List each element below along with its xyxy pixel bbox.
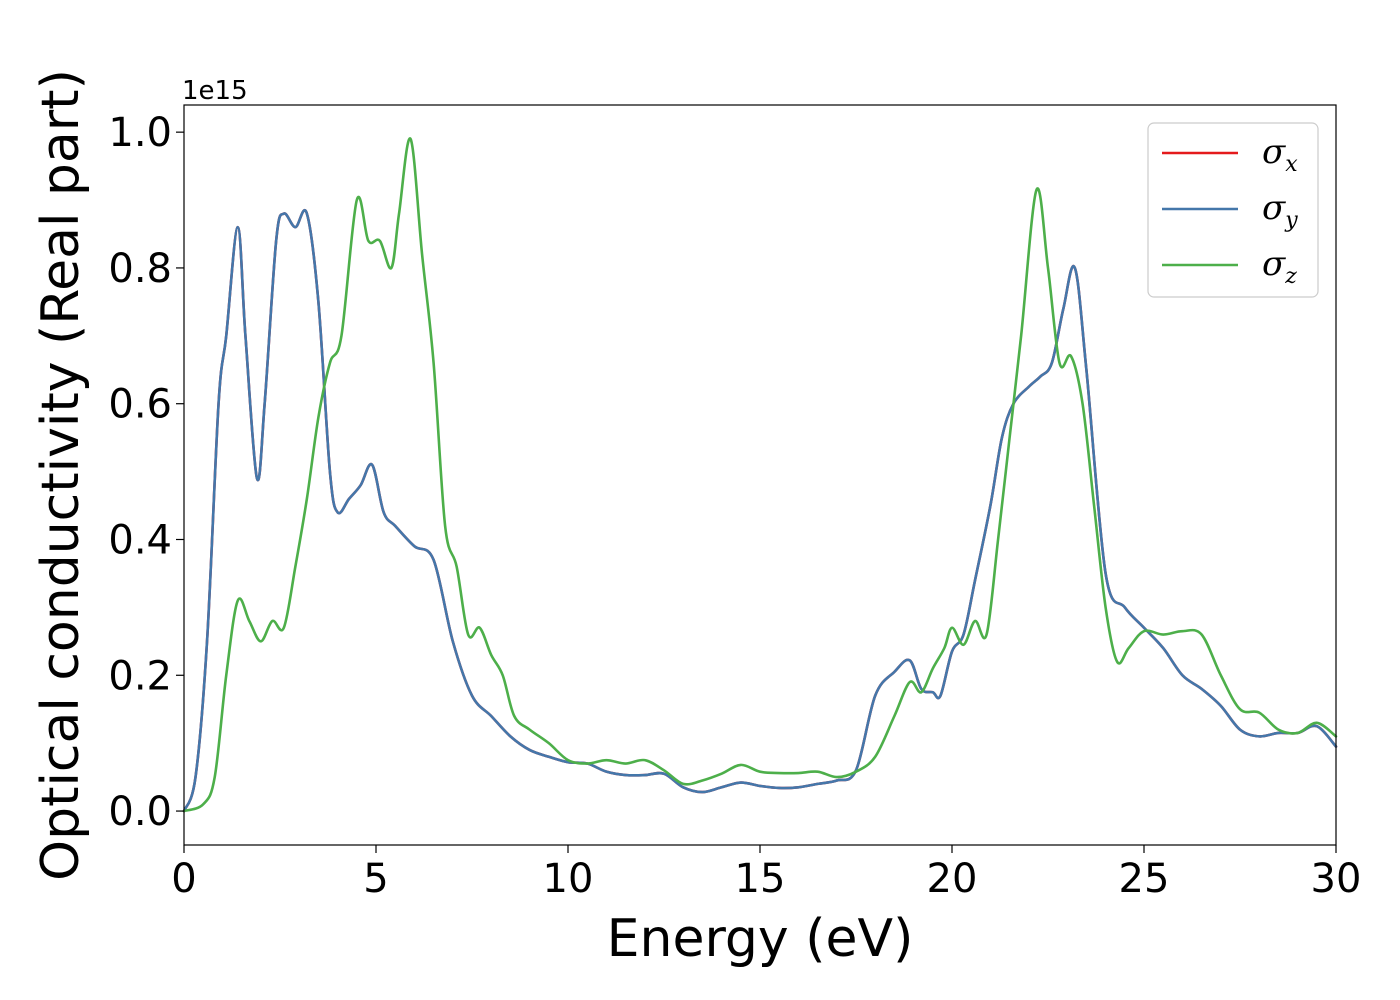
series-line-x [182,209,1338,813]
y-tick-label: 1.0 [108,110,172,156]
series-line-y [182,209,1338,813]
x-tick-label: 5 [363,856,388,902]
x-tick-label: 15 [735,856,786,902]
series-line-z [182,137,1338,813]
y-tick-label: 0.2 [108,653,172,699]
y-axis-title: Optical conductivity (Real part) [31,69,91,881]
y-axis: 0.0 0.2 0.4 0.6 0.8 1.0 [108,110,184,835]
x-tick-label: 10 [543,856,594,902]
y-tick-label: 0.8 [108,246,172,292]
legend-label-y: σy [1262,188,1298,233]
x-tick-label: 25 [1119,856,1170,902]
y-offset-label: 1e15 [182,76,248,106]
legend-label-z: σz [1262,244,1297,289]
x-tick-label: 20 [927,856,978,902]
x-axis: 0 5 10 15 20 25 30 [171,845,1361,902]
x-axis-title: Energy (eV) [607,909,914,969]
y-tick-label: 0.0 [108,789,172,835]
legend-label-x: σx [1262,132,1298,177]
legend: σx σy σz [1147,122,1319,298]
y-tick-label: 0.4 [108,517,172,563]
x-tick-label: 30 [1311,856,1362,902]
y-tick-label: 0.6 [108,382,172,428]
x-tick-label: 0 [171,856,196,902]
plot-series [182,137,1338,813]
